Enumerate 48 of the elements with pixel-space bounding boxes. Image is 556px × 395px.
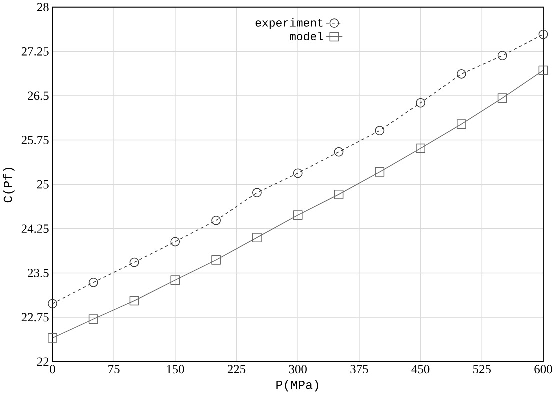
point [334, 190, 344, 200]
y-axis-title: C(Pf) [3, 168, 15, 203]
point [498, 51, 508, 61]
x-axis-title: P(MPa) [276, 380, 318, 392]
point [212, 216, 221, 226]
x-tick-label: 375 [350, 365, 368, 374]
x-tick-label: 225 [228, 365, 246, 374]
point [48, 334, 58, 343]
y-tick-label: 27.25 [22, 48, 49, 56]
legend-label: experiment [256, 18, 323, 30]
point [88, 314, 98, 324]
x-tick-label: 0 [50, 365, 56, 374]
y-tick-label: 25.75 [22, 136, 49, 145]
y-tick-label: 23.5 [28, 269, 49, 278]
y-tick-label: 28 [37, 3, 49, 12]
point [334, 147, 344, 157]
point [252, 188, 262, 198]
point [170, 237, 180, 247]
point [48, 299, 58, 309]
point [457, 120, 466, 130]
x-tick-label: 525 [474, 365, 491, 374]
point [293, 210, 303, 220]
point [130, 296, 140, 306]
point [538, 30, 548, 40]
x-tick-label: 600 [534, 365, 552, 374]
legend-label: model [290, 32, 324, 41]
point [538, 66, 548, 76]
point [130, 258, 140, 268]
point [293, 168, 303, 178]
point [416, 144, 426, 154]
x-tick-label: 300 [289, 365, 307, 374]
y-tick-label: 22.75 [22, 313, 49, 322]
point [252, 233, 262, 242]
x-tick-label: 150 [167, 365, 184, 374]
point [375, 168, 385, 177]
y-tick-label: 24.25 [22, 224, 49, 234]
point [457, 69, 466, 79]
y-tick-label: 26.5 [28, 92, 49, 100]
point [212, 256, 221, 265]
point [416, 98, 426, 108]
y-tick-label: 25 [37, 180, 49, 189]
x-tick-label: 75 [108, 365, 120, 374]
point [375, 126, 385, 136]
point [498, 94, 508, 104]
x-tick-label: 450 [412, 365, 430, 374]
point [88, 278, 98, 288]
point [170, 276, 180, 286]
y-tick-label: 22 [37, 358, 49, 366]
